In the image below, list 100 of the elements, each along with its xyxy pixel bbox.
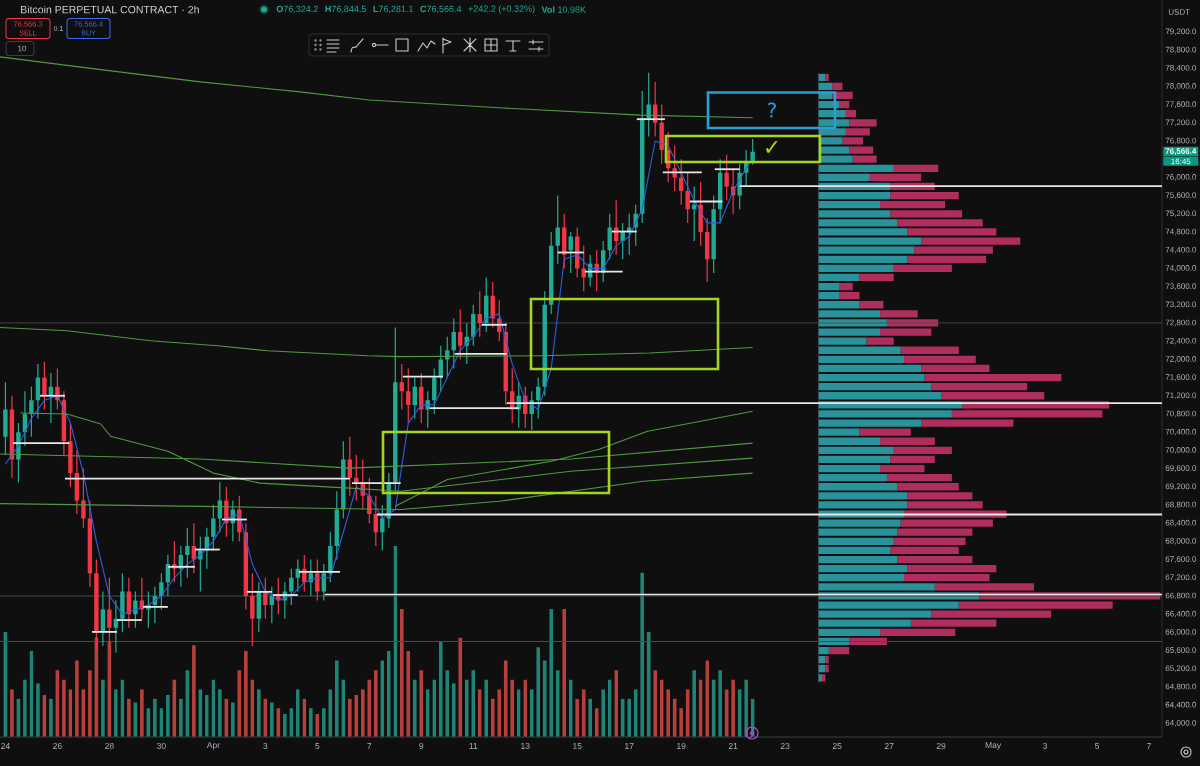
y-tick-label: 72,800.0 bbox=[1165, 319, 1197, 327]
y-tick-label: 64,000.0 bbox=[1165, 720, 1197, 727]
x-tick-label: 29 bbox=[936, 742, 946, 749]
bar bbox=[818, 310, 881, 318]
candlestick bbox=[315, 559, 320, 601]
bar bbox=[575, 698, 580, 737]
bar bbox=[934, 583, 1034, 591]
bar bbox=[869, 173, 922, 182]
bar bbox=[866, 337, 894, 345]
bar bbox=[818, 210, 891, 218]
x-tick-label: 9 bbox=[419, 742, 424, 749]
y-tick-label: 74,800.0 bbox=[1165, 228, 1197, 236]
bar bbox=[832, 82, 843, 91]
x-tick-label: 3 bbox=[1043, 742, 1048, 749]
bar bbox=[818, 564, 908, 573]
x-tick-label: 13 bbox=[521, 742, 530, 749]
candlestick bbox=[289, 568, 294, 606]
bar bbox=[880, 628, 956, 636]
candlestick bbox=[724, 154, 729, 201]
bar bbox=[458, 637, 463, 737]
bar bbox=[839, 100, 850, 109]
bar bbox=[845, 110, 857, 118]
bar bbox=[818, 528, 898, 536]
bar bbox=[818, 346, 901, 354]
bar bbox=[88, 670, 92, 737]
bar bbox=[818, 546, 891, 555]
bar bbox=[886, 474, 952, 482]
bar bbox=[309, 708, 313, 737]
bar bbox=[354, 694, 359, 737]
bar bbox=[839, 282, 853, 291]
bar bbox=[818, 273, 860, 282]
bar bbox=[890, 546, 959, 555]
annotation: 10 bbox=[18, 45, 27, 52]
y-tick-label: 68,800.0 bbox=[1165, 501, 1197, 509]
bar bbox=[497, 689, 502, 737]
bar bbox=[818, 246, 915, 254]
bar bbox=[818, 646, 829, 655]
y-tick-label: 69,200.0 bbox=[1165, 483, 1197, 491]
bar bbox=[825, 665, 829, 673]
y-tick-label: 66,400.0 bbox=[1165, 610, 1197, 618]
bar bbox=[322, 708, 326, 737]
bar bbox=[907, 564, 997, 573]
candlestick bbox=[659, 104, 664, 164]
y-tick-label: 66,000.0 bbox=[1165, 629, 1197, 636]
bar bbox=[179, 698, 183, 737]
x-tick-label: 27 bbox=[884, 743, 894, 749]
bar bbox=[581, 689, 586, 737]
bar bbox=[818, 292, 840, 300]
candlestick bbox=[107, 577, 112, 642]
bar bbox=[542, 660, 547, 737]
bar bbox=[361, 689, 365, 737]
bar bbox=[818, 483, 898, 491]
bar bbox=[244, 651, 248, 737]
bar bbox=[880, 201, 946, 209]
bar bbox=[897, 555, 973, 564]
y-tick-label: 75,600.0 bbox=[1165, 192, 1197, 199]
y-tick-label: 70,400.0 bbox=[1165, 428, 1197, 436]
chart-title: Bitcoin PERPETUAL CONTRACT · 2h bbox=[21, 5, 199, 14]
bar bbox=[924, 373, 1062, 382]
bar bbox=[153, 698, 157, 737]
bar bbox=[893, 264, 952, 273]
y-tick-label: 65,600.0 bbox=[1165, 647, 1197, 654]
candlestick bbox=[685, 172, 690, 223]
y-tick-label: 77,600.0 bbox=[1165, 101, 1197, 108]
bar bbox=[62, 679, 66, 737]
candlestick bbox=[698, 181, 703, 246]
bar bbox=[594, 708, 599, 737]
bar bbox=[588, 698, 593, 737]
bar bbox=[192, 645, 196, 737]
y-tick-label: 67,600.0 bbox=[1165, 556, 1197, 563]
x-tick-label: 19 bbox=[677, 742, 686, 749]
bar bbox=[718, 670, 722, 737]
x-tick-label: 17 bbox=[625, 743, 634, 749]
candlestick bbox=[120, 573, 125, 633]
bar bbox=[367, 679, 372, 737]
bar bbox=[893, 537, 966, 545]
candlestick bbox=[133, 591, 138, 628]
y-tick-label: 65,200.0 bbox=[1165, 665, 1197, 673]
x-tick-label: 11 bbox=[469, 743, 478, 749]
annotation: H76,844.5 bbox=[325, 5, 366, 14]
bar bbox=[464, 679, 469, 737]
x-tick-label: 24 bbox=[1, 743, 10, 749]
bar bbox=[839, 292, 860, 300]
bar bbox=[859, 273, 894, 282]
bar bbox=[893, 164, 939, 172]
bar bbox=[127, 698, 131, 737]
bar bbox=[904, 355, 976, 363]
x-tick-label: 25 bbox=[832, 742, 842, 749]
candlestick bbox=[211, 504, 216, 551]
bar bbox=[818, 155, 853, 163]
bar bbox=[406, 651, 411, 737]
bar bbox=[445, 670, 450, 737]
bar bbox=[562, 609, 567, 737]
candlestick bbox=[341, 441, 346, 519]
annotation: C76,566.4 bbox=[420, 5, 462, 14]
bar bbox=[818, 437, 881, 445]
bar bbox=[49, 698, 53, 737]
candlestick bbox=[711, 195, 716, 273]
bar bbox=[914, 246, 993, 254]
bar bbox=[399, 609, 404, 737]
